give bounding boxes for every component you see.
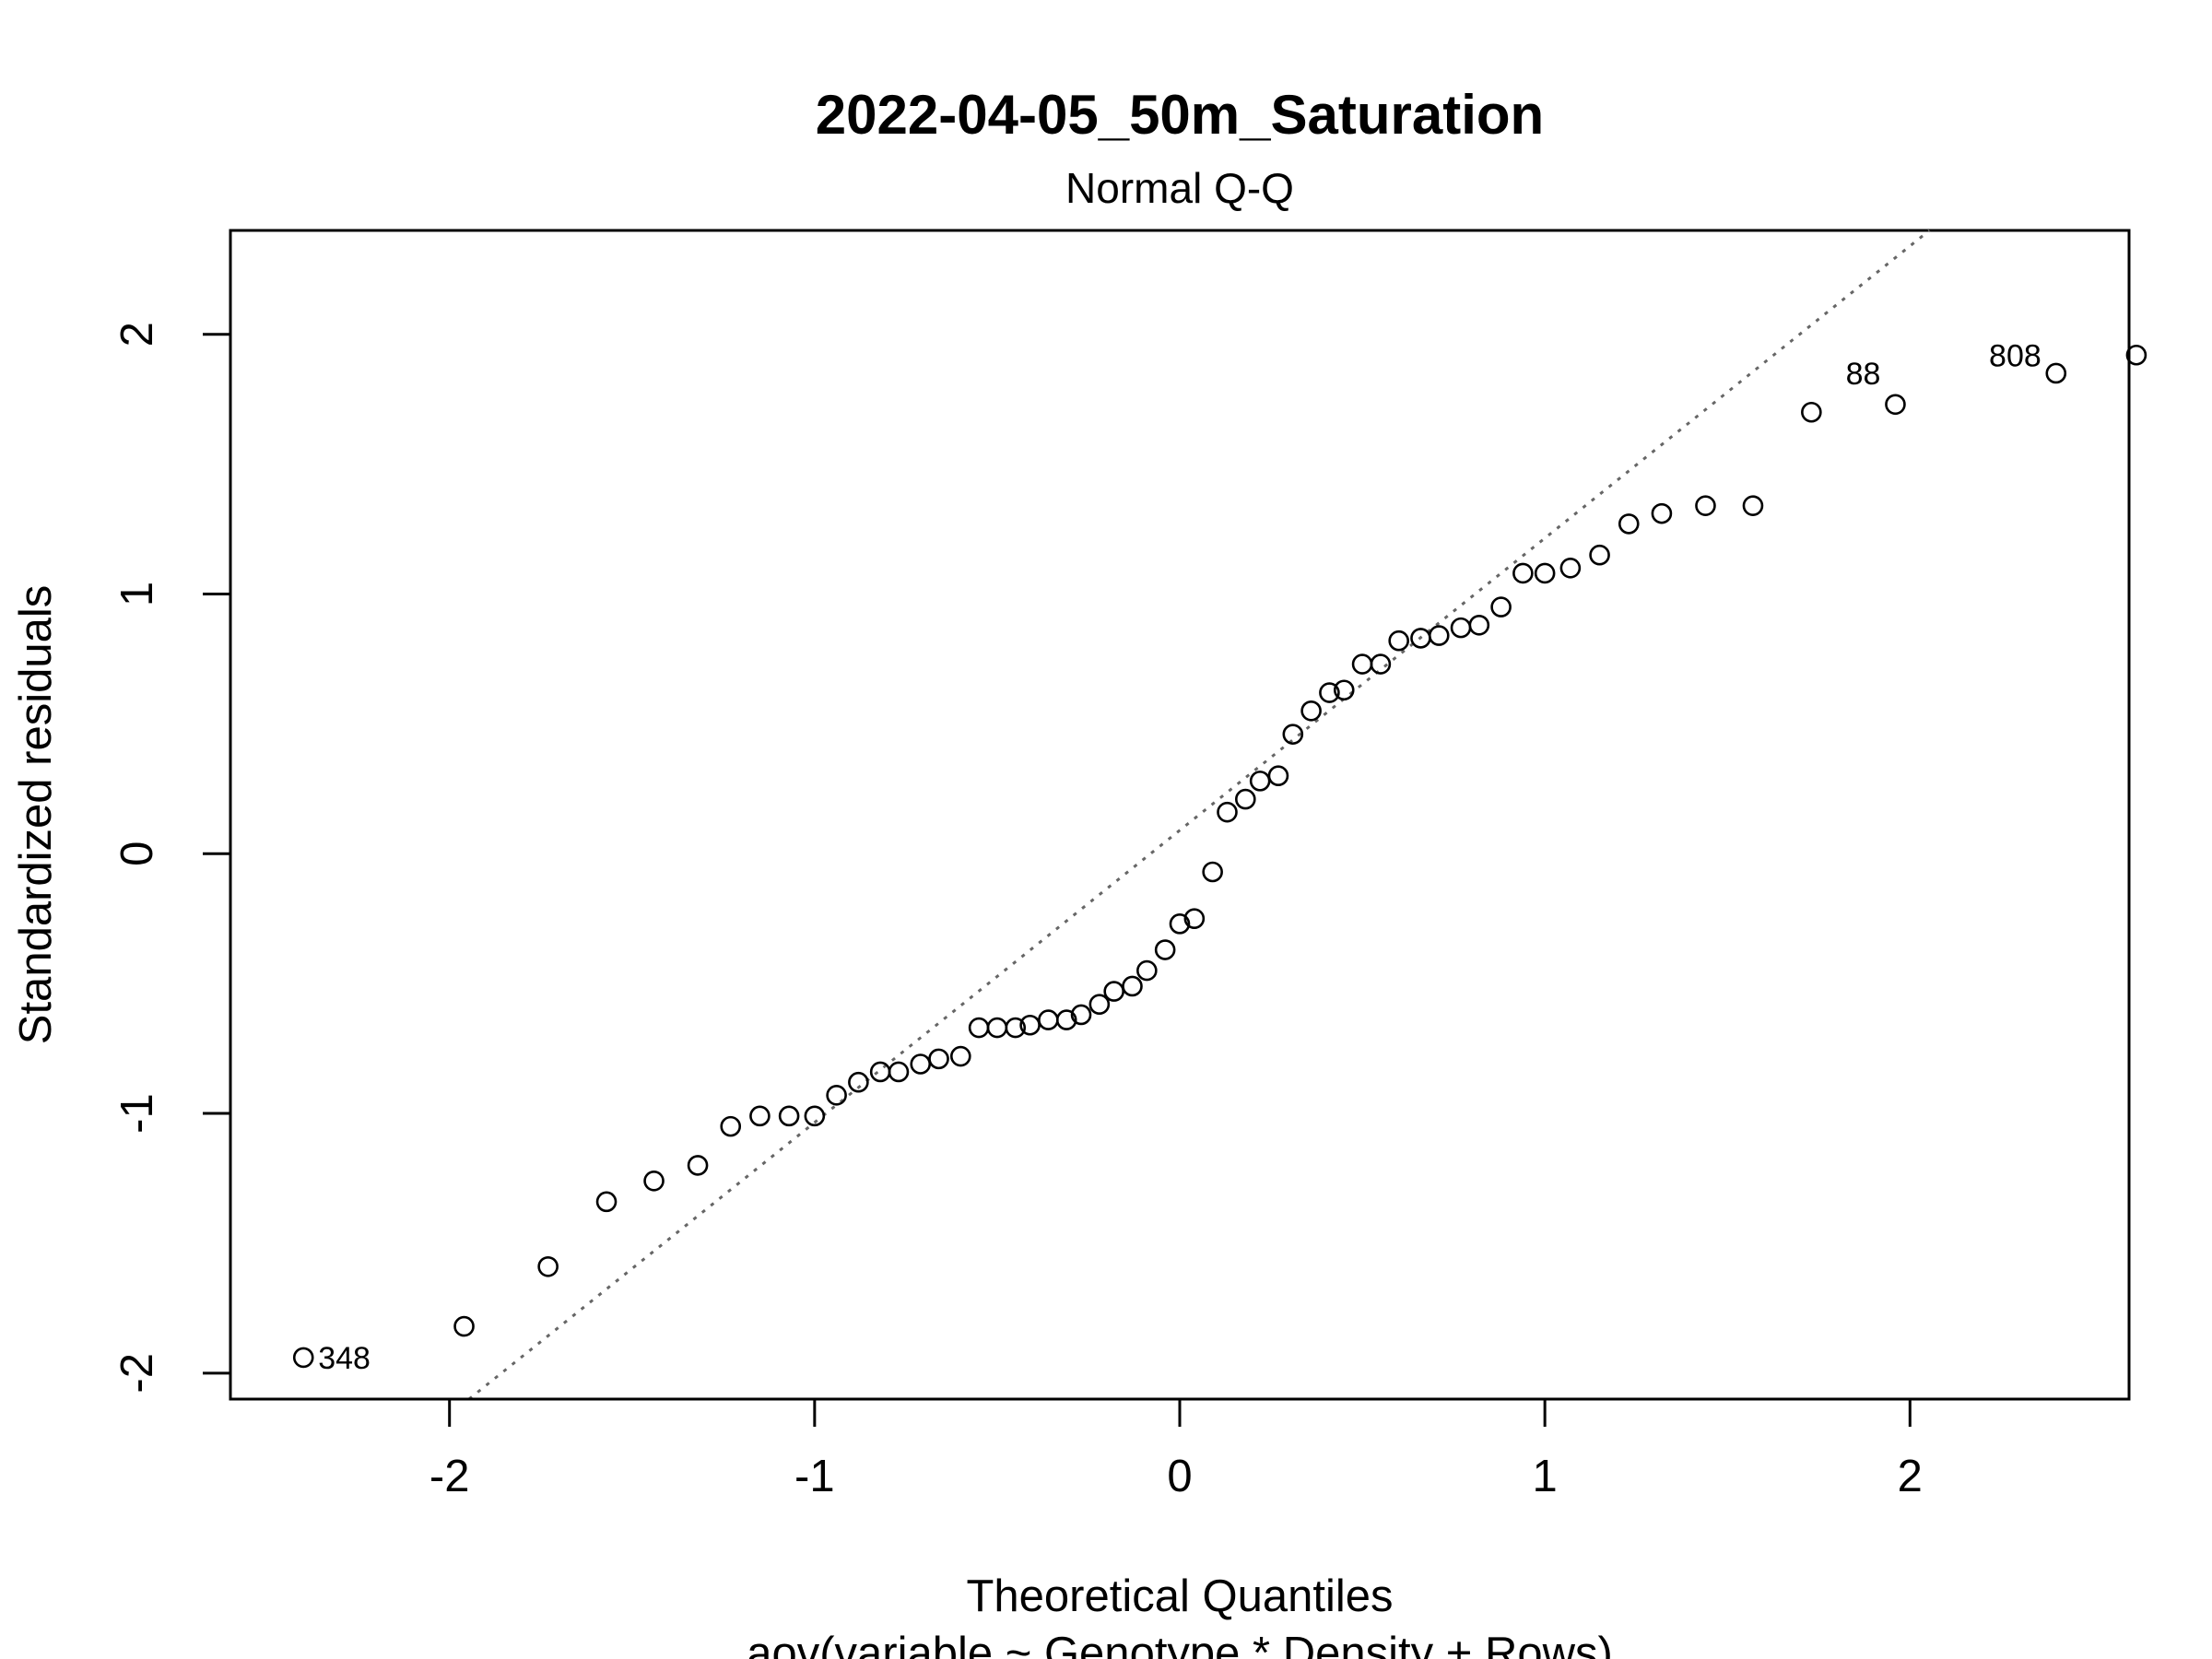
chart-title: 2022-04-05_50m_Saturation — [816, 84, 1544, 146]
data-point — [1351, 653, 1373, 675]
data-point — [968, 1017, 990, 1039]
data-point — [1651, 502, 1673, 524]
chart-subtitle: Normal Q-Q — [1065, 164, 1294, 212]
data-point — [595, 1191, 618, 1213]
data-point — [1695, 495, 1716, 516]
data-point — [1559, 558, 1582, 579]
data-point — [1183, 908, 1206, 930]
data-point — [1088, 994, 1111, 1015]
point-label: 808 — [1989, 338, 2041, 373]
x-tick-label: -2 — [429, 1452, 470, 1501]
point-labels: 348 88 808 — [318, 338, 2041, 1376]
data-point — [778, 1105, 800, 1127]
x-axis-label: Theoretical Quantiles — [966, 1571, 1393, 1621]
data-point — [1122, 975, 1143, 997]
data-point — [1534, 562, 1556, 584]
x-tick-label: -1 — [794, 1452, 835, 1501]
data-point — [1319, 682, 1340, 703]
x-tick-label: 1 — [1533, 1452, 1558, 1501]
data-point — [1885, 394, 1906, 416]
data-points — [292, 344, 2147, 1369]
data-point — [1217, 801, 1238, 823]
data-point — [1468, 615, 1490, 636]
data-point — [910, 1053, 932, 1075]
y-tick-label: -1 — [112, 1093, 162, 1134]
y-tick-label: 2 — [112, 322, 162, 347]
data-point — [1267, 765, 1289, 787]
data-point — [1300, 700, 1322, 722]
data-point — [928, 1048, 949, 1070]
data-point — [720, 1115, 742, 1137]
data-point — [986, 1017, 1008, 1039]
data-point — [1618, 513, 1640, 535]
data-point — [826, 1085, 847, 1106]
y-tick-label: 0 — [112, 841, 162, 866]
data-point — [888, 1061, 910, 1083]
y-axis-label: Standardized residuals — [11, 585, 61, 1044]
data-point — [1428, 625, 1450, 646]
data-point — [1333, 679, 1355, 701]
data-point — [1055, 1009, 1077, 1030]
data-point — [1742, 495, 1764, 516]
x-axis-sublabel: aov(variable ~ Genotype * Density + Rows… — [747, 1629, 1613, 1659]
data-point — [453, 1315, 475, 1337]
reference-line — [467, 229, 1931, 1401]
data-point — [1388, 629, 1409, 652]
data-point — [1136, 959, 1158, 982]
x-tick-label: 0 — [1167, 1452, 1192, 1501]
data-point — [1282, 724, 1304, 745]
data-point — [1249, 771, 1271, 792]
data-point — [537, 1255, 559, 1277]
x-axis: -2 -1 0 1 2 — [429, 1397, 1923, 1501]
data-point — [1450, 617, 1472, 639]
data-point — [1005, 1017, 1027, 1039]
data-point — [1370, 653, 1392, 675]
data-point — [1169, 913, 1191, 935]
y-tick-label: -2 — [112, 1353, 162, 1394]
x-tick-label: 2 — [1898, 1452, 1923, 1501]
data-point — [1202, 861, 1223, 883]
data-point — [869, 1061, 891, 1083]
data-point — [848, 1071, 869, 1093]
data-point — [1589, 544, 1610, 566]
data-point — [1490, 596, 1512, 618]
point-label: 88 — [1846, 357, 1881, 392]
data-point — [749, 1105, 771, 1127]
data-point — [1103, 981, 1124, 1002]
data-point — [950, 1045, 971, 1067]
data-point — [687, 1155, 709, 1176]
point-label: 348 — [318, 1341, 371, 1376]
data-point — [2125, 344, 2147, 366]
data-point — [292, 1347, 314, 1369]
data-point — [643, 1171, 665, 1192]
data-point — [1512, 562, 1534, 584]
y-tick-label: 1 — [112, 582, 162, 606]
data-point — [1154, 939, 1176, 960]
plot-frame — [229, 229, 2131, 1401]
data-point — [1801, 401, 1822, 423]
data-point — [804, 1105, 826, 1127]
data-point — [1038, 1009, 1059, 1030]
data-point — [1019, 1014, 1041, 1036]
data-point — [2045, 362, 2067, 384]
y-axis: -2 -1 0 1 2 — [112, 322, 232, 1394]
data-point — [1235, 788, 1256, 810]
data-point — [1070, 1004, 1092, 1026]
